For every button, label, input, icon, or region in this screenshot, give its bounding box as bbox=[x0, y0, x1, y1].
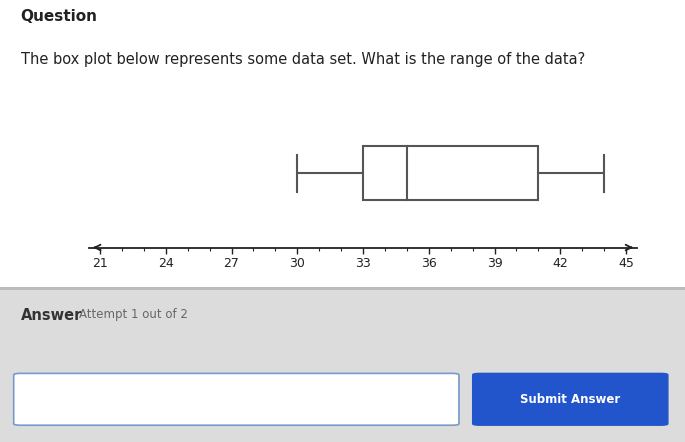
Text: The box plot below represents some data set. What is the range of the data?: The box plot below represents some data … bbox=[21, 52, 585, 67]
Text: Submit Answer: Submit Answer bbox=[521, 393, 621, 406]
Text: Attempt 1 out of 2: Attempt 1 out of 2 bbox=[79, 308, 188, 321]
FancyBboxPatch shape bbox=[14, 373, 459, 425]
FancyBboxPatch shape bbox=[473, 373, 668, 425]
Bar bbox=[363, 146, 538, 201]
Text: Question: Question bbox=[21, 8, 97, 23]
Text: Answer: Answer bbox=[21, 308, 82, 323]
